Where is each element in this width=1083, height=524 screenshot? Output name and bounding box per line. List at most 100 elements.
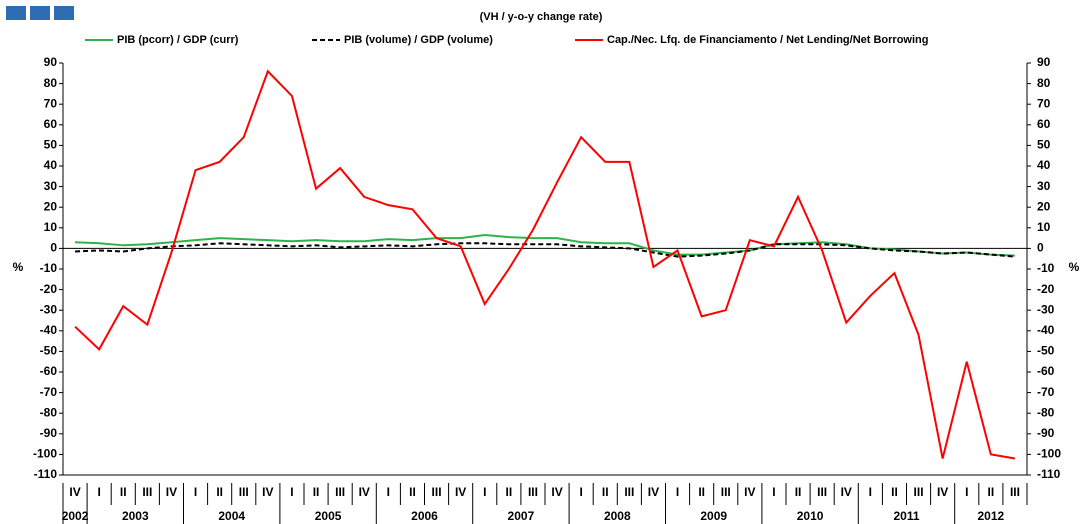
x-tick-label: II bbox=[120, 485, 127, 499]
x-tick-label: I bbox=[194, 485, 197, 499]
year-label: 2006 bbox=[411, 509, 438, 523]
x-tick-label: II bbox=[795, 485, 802, 499]
y2-tick-label: -60 bbox=[1037, 364, 1055, 378]
logo-block bbox=[30, 6, 50, 20]
series-line bbox=[75, 242, 1016, 258]
y-tick-label: 20 bbox=[44, 199, 58, 213]
y-tick-label: 60 bbox=[44, 117, 58, 131]
x-tick-label: I bbox=[290, 485, 293, 499]
x-tick-label: III bbox=[335, 485, 345, 499]
y-tick-label: -90 bbox=[40, 426, 58, 440]
y-tick-label: -60 bbox=[40, 364, 58, 378]
x-tick-label: IV bbox=[455, 485, 466, 499]
y-tick-label: -110 bbox=[34, 467, 58, 481]
y2-tick-label: -40 bbox=[1037, 323, 1055, 337]
year-label: 2002 bbox=[62, 509, 89, 523]
x-tick-label: IV bbox=[69, 485, 80, 499]
y2-tick-label: 10 bbox=[1037, 220, 1051, 234]
x-tick-label: II bbox=[988, 485, 995, 499]
y-tick-label: 90 bbox=[44, 55, 58, 69]
x-tick-label: I bbox=[965, 485, 968, 499]
x-tick-label: III bbox=[432, 485, 442, 499]
logo-block bbox=[54, 6, 74, 20]
series-line bbox=[75, 234, 1015, 257]
x-tick-label: I bbox=[579, 485, 582, 499]
year-label: 2008 bbox=[604, 509, 631, 523]
x-tick-label: II bbox=[313, 485, 320, 499]
x-tick-label: IV bbox=[551, 485, 562, 499]
x-tick-label: III bbox=[914, 485, 924, 499]
x-tick-label: II bbox=[409, 485, 416, 499]
y-axis-label: % bbox=[13, 260, 24, 274]
y2-tick-label: 30 bbox=[1037, 179, 1051, 193]
x-tick-label: IV bbox=[359, 485, 370, 499]
y2-tick-label: 60 bbox=[1037, 117, 1051, 131]
y2-tick-label: 0 bbox=[1037, 241, 1044, 255]
x-tick-label: I bbox=[869, 485, 872, 499]
series-line bbox=[74, 69, 1016, 460]
x-tick-label: I bbox=[97, 485, 100, 499]
y-tick-label: 0 bbox=[50, 241, 57, 255]
x-tick-label: II bbox=[216, 485, 223, 499]
x-tick-label: III bbox=[817, 485, 827, 499]
legend-label: PIB (pcorr) / GDP (curr) bbox=[117, 34, 239, 46]
y2-axis-label: % bbox=[1069, 260, 1080, 274]
x-tick-label: III bbox=[1010, 485, 1020, 499]
year-label: 2011 bbox=[893, 509, 919, 523]
y-tick-label: -100 bbox=[33, 447, 57, 461]
x-tick-label: IV bbox=[166, 485, 177, 499]
x-tick-label: II bbox=[602, 485, 609, 499]
y2-tick-label: 70 bbox=[1037, 96, 1051, 110]
legend-label: Cap./Nec. Lfq. de Financiamento / Net Le… bbox=[607, 34, 928, 46]
y2-tick-label: -70 bbox=[1037, 385, 1055, 399]
year-label: 2010 bbox=[797, 509, 824, 523]
y2-tick-label: -90 bbox=[1037, 426, 1055, 440]
y2-tick-label: -80 bbox=[1037, 405, 1055, 419]
y2-tick-label: 20 bbox=[1037, 199, 1051, 213]
y-tick-label: 30 bbox=[44, 179, 58, 193]
y-tick-label: 50 bbox=[44, 138, 58, 152]
x-tick-label: IV bbox=[841, 485, 852, 499]
x-tick-label: II bbox=[891, 485, 898, 499]
y2-tick-label: 80 bbox=[1037, 76, 1051, 90]
y2-tick-label: -30 bbox=[1037, 302, 1055, 316]
chart-subtitle: (VH / y-o-y change rate) bbox=[480, 11, 603, 23]
y-tick-label: -80 bbox=[40, 405, 58, 419]
year-label: 2004 bbox=[218, 509, 245, 523]
logo-block bbox=[6, 6, 26, 20]
y2-tick-label: 90 bbox=[1037, 55, 1051, 69]
y-tick-label: 10 bbox=[44, 220, 58, 234]
y-tick-label: 80 bbox=[44, 76, 58, 90]
x-tick-label: IV bbox=[744, 485, 755, 499]
x-tick-label: III bbox=[142, 485, 152, 499]
x-tick-label: III bbox=[721, 485, 731, 499]
y-tick-label: -30 bbox=[40, 302, 58, 316]
year-label: 2005 bbox=[315, 509, 342, 523]
y2-tick-label: -20 bbox=[1037, 282, 1055, 296]
y-tick-label: -20 bbox=[40, 282, 58, 296]
legend-label: PIB (volume) / GDP (volume) bbox=[344, 34, 493, 46]
y-tick-label: -40 bbox=[40, 323, 58, 337]
y-tick-label: -70 bbox=[40, 385, 58, 399]
x-tick-label: IV bbox=[648, 485, 659, 499]
y2-tick-label: -110 bbox=[1037, 467, 1061, 481]
y-tick-label: 70 bbox=[44, 96, 58, 110]
y-tick-label: -10 bbox=[40, 261, 58, 275]
x-tick-label: IV bbox=[262, 485, 273, 499]
x-tick-label: I bbox=[676, 485, 679, 499]
y2-tick-label: -10 bbox=[1037, 261, 1055, 275]
x-tick-label: III bbox=[528, 485, 538, 499]
x-tick-label: I bbox=[772, 485, 775, 499]
x-tick-label: II bbox=[506, 485, 513, 499]
year-label: 2009 bbox=[700, 509, 727, 523]
x-tick-label: III bbox=[239, 485, 249, 499]
y2-tick-label: -100 bbox=[1037, 447, 1061, 461]
x-tick-label: IV bbox=[937, 485, 948, 499]
y2-tick-label: 50 bbox=[1037, 138, 1051, 152]
y-tick-label: 40 bbox=[44, 158, 58, 172]
y-tick-label: -50 bbox=[40, 344, 58, 358]
x-tick-label: I bbox=[387, 485, 390, 499]
x-tick-label: I bbox=[483, 485, 486, 499]
year-label: 2003 bbox=[122, 509, 149, 523]
